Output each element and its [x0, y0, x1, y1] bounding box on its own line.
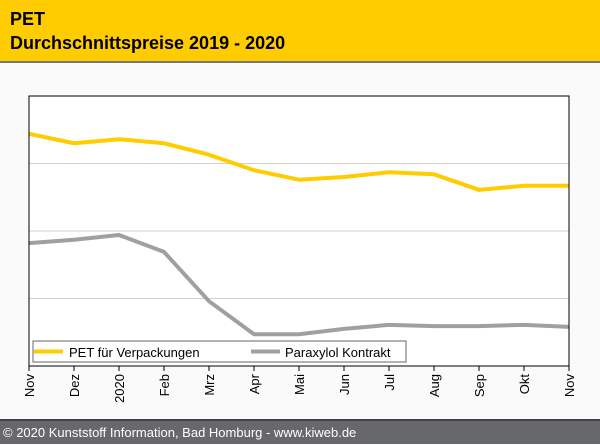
line-chart: Nov Dez 2020 Feb Mrz Apr Mai Jun Jul Aug Sep Okt Nov… — [22, 95, 577, 403]
x-tick-label: Jul — [382, 374, 397, 391]
page-subtitle: Durchschnittspreise 2019 - 2020 — [10, 33, 286, 53]
header: PET Durchschnittspreise 2019 - 2020 — [0, 0, 600, 63]
x-tick-label: Apr — [247, 373, 262, 394]
series-line-0 — [28, 131, 569, 192]
x-tick-label: 2020 — [112, 374, 127, 403]
legend-label-0: PET für Verpackungen — [69, 345, 200, 360]
page-title: PET — [10, 9, 46, 29]
x-tick-label: Nov — [562, 374, 577, 398]
x-tick-label: Mai — [292, 374, 307, 395]
x-tick-label: Aug — [427, 374, 442, 397]
x-tick-label: Jun — [337, 374, 352, 395]
x-tick-label: Feb — [157, 374, 172, 396]
x-tick-label: Nov — [22, 374, 37, 398]
x-tick-label: Sep — [472, 374, 487, 397]
x-tick-label: Dez — [67, 374, 82, 397]
x-tick-label: Okt — [517, 374, 532, 395]
series-line-1 — [28, 233, 570, 337]
x-tick-label: Mrz — [202, 374, 217, 396]
footer-copyright: © 2020 Kunststoff Information, Bad Hombu… — [0, 419, 600, 444]
legend — [32, 340, 407, 363]
legend-label-1: Paraxylol Kontrakt — [285, 345, 391, 360]
